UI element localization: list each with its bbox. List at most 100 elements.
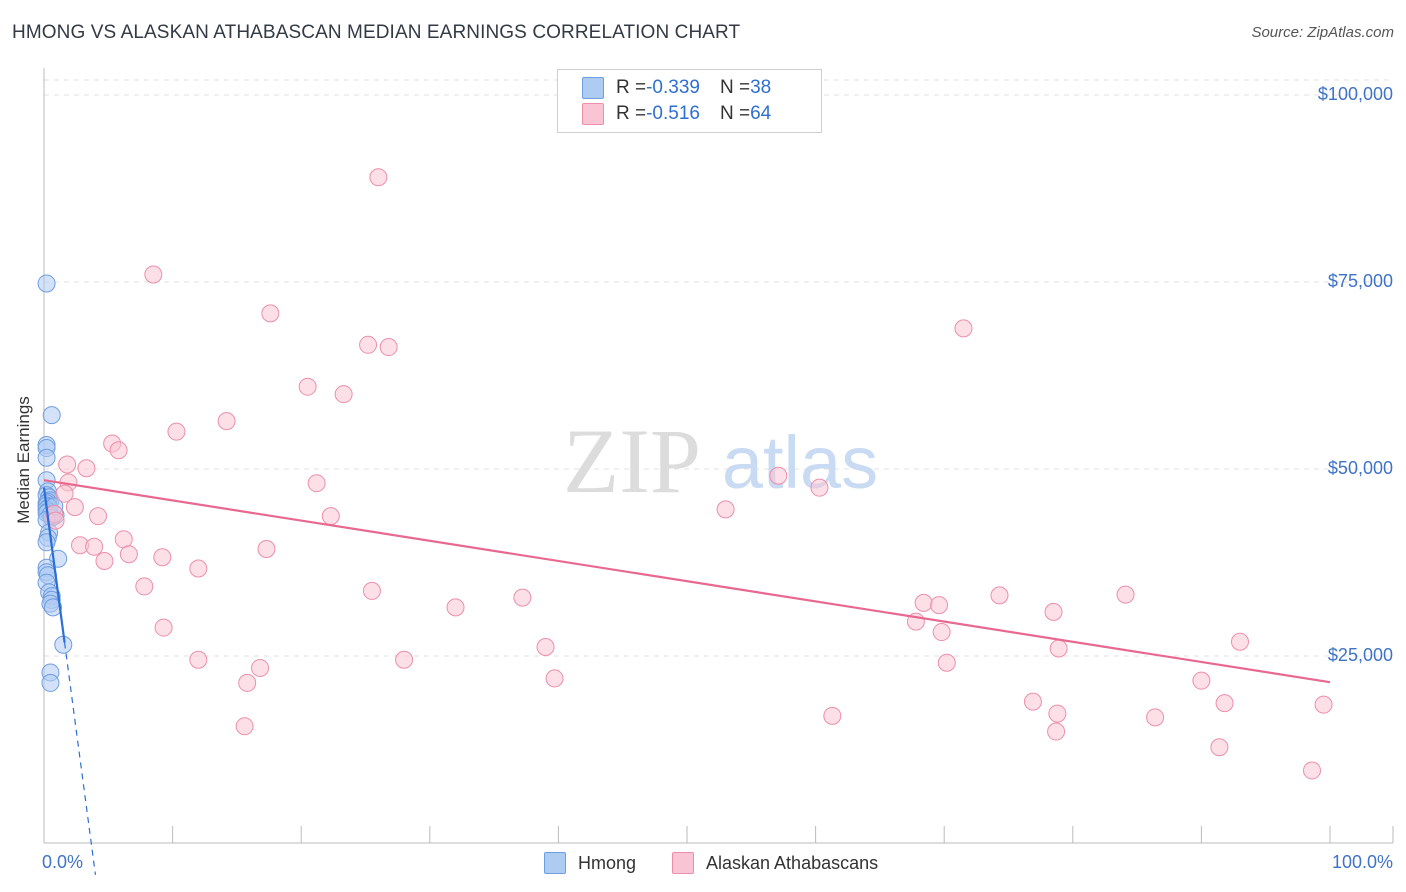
data-point xyxy=(41,673,60,692)
legend-swatch-alaskan xyxy=(672,852,694,874)
data-point xyxy=(85,537,104,556)
y-tick-label: $25,000 xyxy=(1327,644,1393,665)
data-point xyxy=(37,274,56,293)
trendline-hmong xyxy=(42,487,66,643)
data-point xyxy=(1049,639,1068,658)
data-point xyxy=(189,650,208,669)
data-point xyxy=(810,478,829,497)
data-point xyxy=(823,706,842,725)
data-point xyxy=(334,385,353,404)
data-point xyxy=(44,598,63,617)
data-point xyxy=(119,545,138,564)
data-point xyxy=(379,338,398,357)
data-point xyxy=(937,653,956,672)
data-point xyxy=(307,474,326,493)
legend-n-value: 38 xyxy=(750,77,772,98)
data-point xyxy=(395,650,414,669)
data-point xyxy=(238,673,257,692)
data-point xyxy=(89,507,108,526)
source-label: Source: ZipAtlas.com xyxy=(1251,24,1394,41)
data-point xyxy=(154,618,173,637)
data-point xyxy=(65,498,84,517)
trendline-extension-hmong xyxy=(63,642,97,875)
data-point xyxy=(46,511,65,530)
data-point xyxy=(58,455,77,474)
data-point xyxy=(257,540,276,559)
data-point xyxy=(930,596,949,615)
data-point xyxy=(1302,761,1321,780)
data-point xyxy=(769,466,788,485)
data-point xyxy=(42,406,61,425)
data-point xyxy=(37,448,56,467)
data-point xyxy=(545,669,564,688)
data-point xyxy=(109,441,128,460)
data-point xyxy=(1210,738,1229,757)
legend-n-value: 64 xyxy=(750,103,772,124)
data-point xyxy=(513,588,532,607)
data-point xyxy=(359,335,378,354)
y-tick-label: $50,000 xyxy=(1327,457,1393,478)
legend-r-label: R = xyxy=(616,77,647,98)
data-point xyxy=(321,507,340,526)
trendline-alaskan xyxy=(43,479,1331,684)
data-point xyxy=(144,265,163,284)
data-point xyxy=(135,577,154,596)
legend-r-label: R = xyxy=(616,103,647,124)
legend-n-label: N = xyxy=(719,103,751,124)
x-tick-min: 0.0% xyxy=(42,852,84,872)
data-point xyxy=(167,422,186,441)
data-point xyxy=(1047,722,1066,741)
data-point xyxy=(914,593,933,612)
legend-item-hmong[interactable]: Hmong xyxy=(544,852,636,874)
data-point xyxy=(261,304,280,323)
y-tick-label: $75,000 xyxy=(1327,270,1393,291)
data-point xyxy=(217,412,236,431)
legend-r-value: -0.516 xyxy=(646,103,700,124)
data-point xyxy=(1044,602,1063,621)
legend-swatch-hmong xyxy=(582,77,604,99)
data-point xyxy=(954,319,973,338)
legend-swatch-hmong xyxy=(544,852,566,874)
data-point xyxy=(536,638,555,657)
data-point xyxy=(298,377,317,396)
legend-row-alaskan: R = -0.516 N = 64 xyxy=(582,102,771,126)
data-point xyxy=(114,530,133,549)
watermark-zip: ZIP xyxy=(563,410,701,512)
y-axis-label: Median Earnings xyxy=(13,396,33,524)
data-point xyxy=(1192,671,1211,690)
data-point xyxy=(55,484,74,503)
data-point xyxy=(1048,704,1067,723)
chart-title: HMONG VS ALASKAN ATHABASCAN MEDIAN EARNI… xyxy=(12,22,741,43)
legend-swatch-alaskan xyxy=(582,103,604,125)
legend-r-value: -0.339 xyxy=(646,77,700,98)
gridlines xyxy=(44,79,1393,657)
data-point xyxy=(446,598,465,617)
watermark: ZIP atlas xyxy=(563,410,878,512)
legend-n-label: N = xyxy=(719,77,751,98)
data-point xyxy=(1116,585,1135,604)
data-point xyxy=(716,500,735,519)
data-point xyxy=(369,168,388,187)
data-point xyxy=(990,586,1009,605)
data-point xyxy=(1215,694,1234,713)
watermark-atlas: atlas xyxy=(722,421,878,504)
data-point xyxy=(153,548,172,567)
data-point xyxy=(932,623,951,642)
data-point xyxy=(77,459,96,478)
data-point xyxy=(362,581,381,600)
legend-item-alaskan[interactable]: Alaskan Athabascans xyxy=(672,852,878,874)
x-tick-max: 100.0% xyxy=(1331,852,1393,872)
data-point xyxy=(189,559,208,578)
data-point xyxy=(235,717,254,736)
legend-row-hmong: R = -0.339 N = 38 xyxy=(582,76,771,100)
correlation-legend: R = -0.339 N = 38 R = -0.516 N = 64 xyxy=(557,69,822,133)
data-point xyxy=(1023,692,1042,711)
data-point xyxy=(1230,632,1249,651)
data-point xyxy=(251,658,270,677)
data-point xyxy=(1314,695,1333,714)
trendlines xyxy=(42,479,1331,875)
data-point xyxy=(95,551,114,570)
legend-label-alaskan: Alaskan Athabascans xyxy=(706,852,879,873)
data-point xyxy=(1146,708,1165,727)
